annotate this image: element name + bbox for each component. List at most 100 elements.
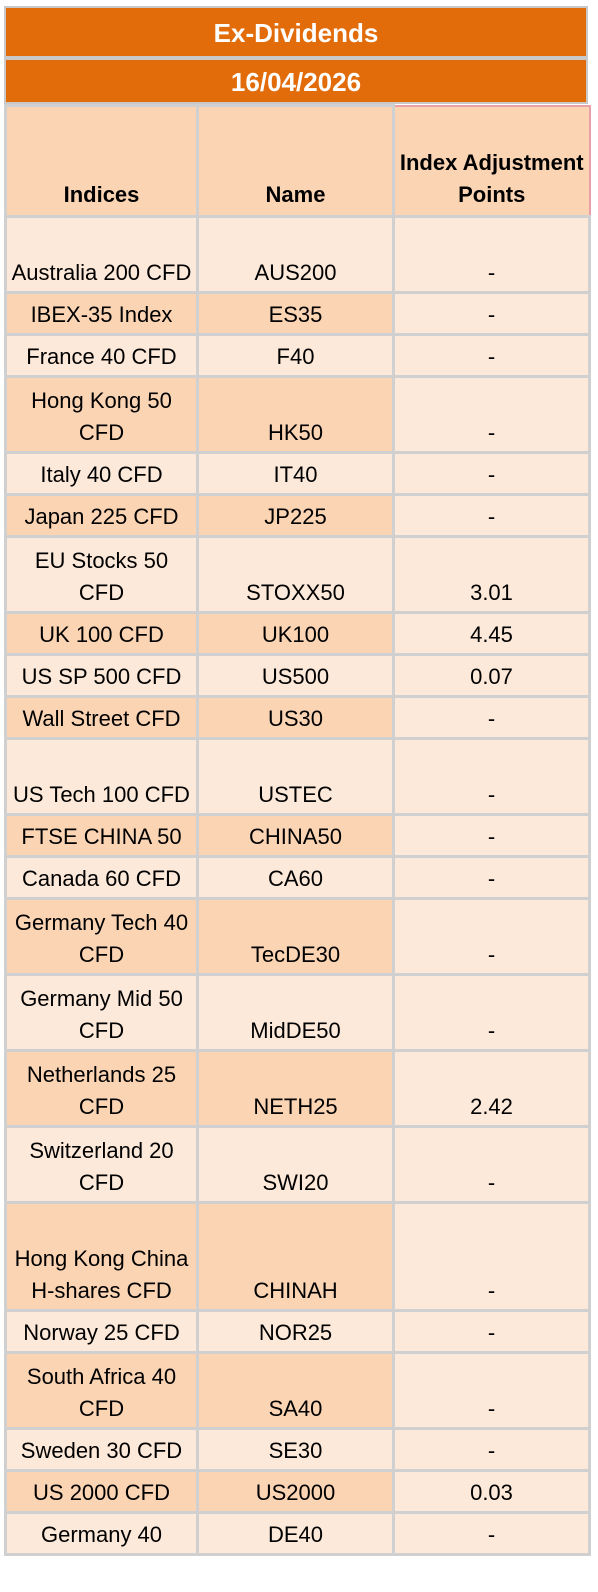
index-cell: US Tech 100 CFD: [4, 737, 199, 816]
adjustment-points-cell: -: [392, 813, 591, 858]
index-cell: FTSE CHINA 50: [4, 813, 199, 858]
table-row: Japan 225 CFD JP225-: [4, 493, 591, 538]
ex-dividends-document: Ex-Dividends 16/04/2026 Indices Name Ind…: [4, 6, 591, 1556]
adjustment-points-cell: -: [392, 215, 591, 294]
adjustment-points-cell: -: [392, 1125, 591, 1204]
name-cell: SA40: [196, 1351, 395, 1430]
adjustment-points-cell: -: [392, 897, 591, 976]
table-row: Sweden 30 CFD SE30-: [4, 1427, 591, 1472]
adjustment-points-cell: -: [392, 1309, 591, 1354]
table-row: Germany Mid 50 CFD MidDE50-: [4, 973, 591, 1052]
table-row: Wall Street CFD US30-: [4, 695, 591, 740]
adjustment-points-cell: -: [392, 737, 591, 816]
table-row: US 2000 CFD US2000 0.03: [4, 1469, 591, 1514]
adjustment-points-cell: -: [392, 1511, 591, 1556]
table-row: FTSE CHINA 50 CHINA50-: [4, 813, 591, 858]
index-cell: Japan 225 CFD: [4, 493, 199, 538]
index-cell: Wall Street CFD: [4, 695, 199, 740]
index-cell: Sweden 30 CFD: [4, 1427, 199, 1472]
adjustment-points-cell: -: [392, 1201, 591, 1312]
index-cell: EU Stocks 50 CFD: [4, 535, 199, 614]
index-cell: US 2000 CFD: [4, 1469, 199, 1514]
name-cell: SWI20: [196, 1125, 395, 1204]
name-cell: NETH25: [196, 1049, 395, 1128]
table-row: Canada 60 CFD CA60-: [4, 855, 591, 900]
adjustment-points-cell: 2.42: [392, 1049, 591, 1128]
index-cell: US SP 500 CFD: [4, 653, 199, 698]
index-cell: UK 100 CFD: [4, 611, 199, 656]
table-row: Hong Kong China H-shares CFD CHINAH -: [4, 1201, 591, 1312]
table-row: Hong Kong 50 CFD HK50-: [4, 375, 591, 454]
index-cell: Netherlands 25 CFD: [4, 1049, 199, 1128]
adjustment-points-cell: 0.07: [392, 653, 591, 698]
adjustment-points-cell: -: [392, 493, 591, 538]
index-cell: Germany Tech 40 CFD: [4, 897, 199, 976]
index-cell: Germany 40: [4, 1511, 199, 1556]
table-row: US SP 500 CFD US500 0.07: [4, 653, 591, 698]
index-cell: France 40 CFD: [4, 333, 199, 378]
table-row: Germany Tech 40 CFD TecDE30-: [4, 897, 591, 976]
table-row: Netherlands 25 CFD NETH25 2.42: [4, 1049, 591, 1128]
name-cell: AUS200: [196, 215, 395, 294]
adjustment-points-cell: -: [392, 695, 591, 740]
index-cell: IBEX-35 Index: [4, 291, 199, 336]
name-cell: USTEC: [196, 737, 395, 816]
adjustment-points-cell: -: [392, 375, 591, 454]
name-cell: IT40: [196, 451, 395, 496]
name-cell: CA60: [196, 855, 395, 900]
index-cell: Italy 40 CFD: [4, 451, 199, 496]
index-cell: Canada 60 CFD: [4, 855, 199, 900]
index-cell: Switzerland 20 CFD: [4, 1125, 199, 1204]
index-cell: Germany Mid 50 CFD: [4, 973, 199, 1052]
adjustment-points-cell: 0.03: [392, 1469, 591, 1514]
table-row: Italy 40 CFD IT40-: [4, 451, 591, 496]
adjustment-points-cell: -: [392, 855, 591, 900]
adjustment-points-cell: -: [392, 1351, 591, 1430]
name-cell: MidDE50: [196, 973, 395, 1052]
table-row: Germany 40 DE40-: [4, 1511, 591, 1556]
index-cell: Hong Kong 50 CFD: [4, 375, 199, 454]
index-cell: Australia 200 CFD: [4, 215, 199, 294]
adjustment-points-cell: 4.45: [392, 611, 591, 656]
name-cell: F40: [196, 333, 395, 378]
index-cell: Norway 25 CFD: [4, 1309, 199, 1354]
table-row: South Africa 40 CFD SA40-: [4, 1351, 591, 1430]
name-cell: CHINA50: [196, 813, 395, 858]
name-cell: UK100: [196, 611, 395, 656]
name-cell: TecDE30: [196, 897, 395, 976]
table-row: US Tech 100 CFD USTEC -: [4, 737, 591, 816]
header-name: Name: [196, 104, 395, 218]
name-cell: HK50: [196, 375, 395, 454]
name-cell: CHINAH: [196, 1201, 395, 1312]
table-row: IBEX-35 Index ES35-: [4, 291, 591, 336]
table-row: UK 100 CFD UK100 4.45: [4, 611, 591, 656]
adjustment-points-cell: 3.01: [392, 535, 591, 614]
table-row: EU Stocks 50 CFD STOXX50 3.01: [4, 535, 591, 614]
name-cell: US2000: [196, 1469, 395, 1514]
adjustment-points-cell: -: [392, 451, 591, 496]
name-cell: DE40: [196, 1511, 395, 1556]
table-row: Switzerland 20 CFD SWI20-: [4, 1125, 591, 1204]
name-cell: US500: [196, 653, 395, 698]
header-indices: Indices: [4, 104, 199, 218]
adjustment-points-cell: -: [392, 333, 591, 378]
table-row: France 40 CFD F40-: [4, 333, 591, 378]
name-cell: SE30: [196, 1427, 395, 1472]
adjustment-points-cell: -: [392, 291, 591, 336]
name-cell: US30: [196, 695, 395, 740]
table-row: Norway 25 CFD NOR25-: [4, 1309, 591, 1354]
page-title: Ex-Dividends: [4, 6, 588, 58]
ex-dividends-table: Indices Name Index Adjustment Points Aus…: [4, 104, 591, 1556]
adjustment-points-cell: -: [392, 1427, 591, 1472]
date-banner: 16/04/2026: [4, 58, 588, 104]
table-header-row: Indices Name Index Adjustment Points: [4, 104, 591, 218]
name-cell: ES35: [196, 291, 395, 336]
index-cell: Hong Kong China H-shares CFD: [4, 1201, 199, 1312]
adjustment-points-cell: -: [392, 973, 591, 1052]
index-cell: South Africa 40 CFD: [4, 1351, 199, 1430]
header-adjustment-points: Index Adjustment Points: [392, 104, 591, 218]
name-cell: NOR25: [196, 1309, 395, 1354]
name-cell: STOXX50: [196, 535, 395, 614]
table-row: Australia 200 CFD AUS200-: [4, 215, 591, 294]
name-cell: JP225: [196, 493, 395, 538]
